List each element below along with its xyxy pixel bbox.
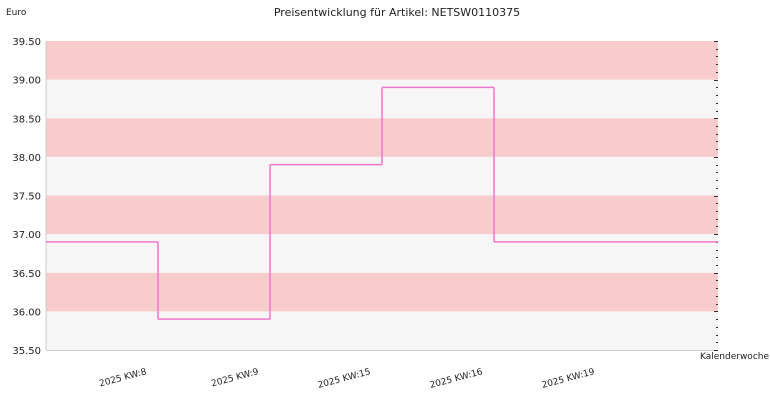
- grid-band: [46, 195, 718, 235]
- y-tick-label: 39.50: [12, 37, 41, 48]
- grid-band: [46, 41, 718, 80]
- y-tick-label: 39.00: [12, 76, 41, 87]
- y-tick-labels: 35.50 36.00 36.50 37.00 37.50 38.00 38.50 39.00…: [12, 37, 41, 357]
- series-line: [46, 86, 718, 320]
- y-tick-label: 36.00: [12, 307, 41, 318]
- grid-band: [46, 311, 718, 350]
- grid-band: [46, 272, 718, 312]
- x-axis-label: Kalenderwoche: [700, 352, 769, 362]
- y-tick-label: 38.50: [12, 114, 41, 125]
- x-tick-label: 2025 KW:15: [317, 367, 372, 391]
- y-tick-label: 38.00: [12, 153, 41, 164]
- y-axis-label: Euro: [6, 8, 27, 18]
- x-tick-label: 2025 KW:9: [210, 367, 260, 389]
- y-tick-label: 35.50: [12, 346, 41, 357]
- x-tick-labels: 2025 KW:8 2025 KW:9 2025 KW:15 2025 KW:16 20…: [98, 367, 596, 391]
- axes: [45, 41, 718, 351]
- chart-title: Preisentwicklung für Artikel: NETSW01103…: [274, 6, 520, 19]
- x-tick-label: 2025 KW:19: [541, 367, 596, 391]
- y-tick-label: 36.50: [12, 269, 41, 280]
- background-bands: [46, 41, 718, 350]
- x-tick-label: 2025 KW:16: [429, 367, 484, 391]
- y-tick-label: 37.50: [12, 192, 41, 203]
- grid-band: [46, 234, 718, 273]
- x-tick-label: 2025 KW:8: [98, 367, 148, 389]
- y-tick-label: 37.00: [12, 230, 41, 241]
